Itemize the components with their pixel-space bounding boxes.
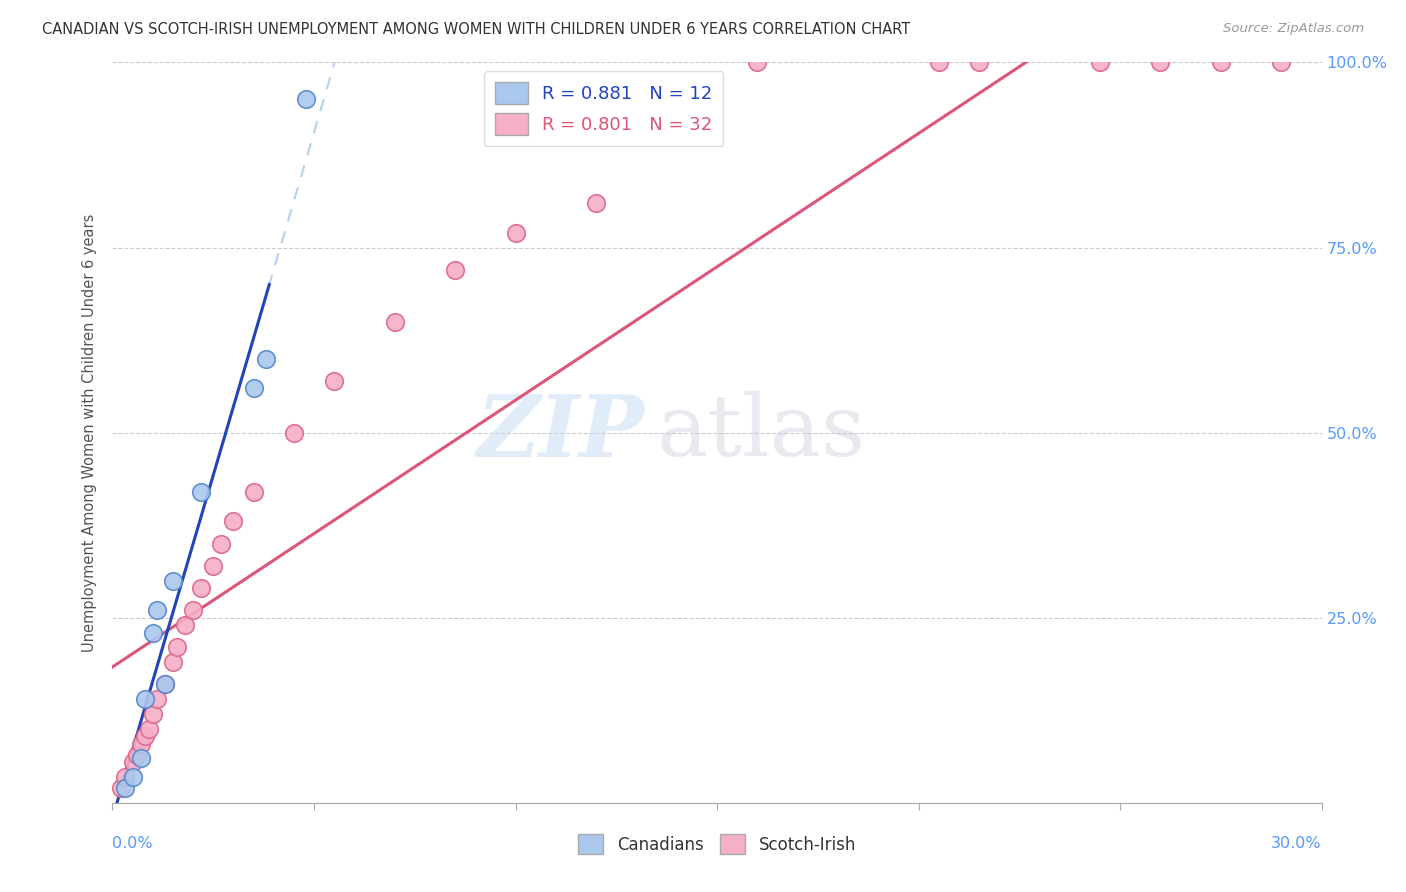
Point (146, 603, 169, 617)
Point (121, 770, 143, 784)
Point (162, 574, 184, 588)
Point (190, 484, 212, 499)
Point (162, 655, 184, 669)
Point (585, 196, 607, 211)
Text: CANADIAN VS SCOTCH-IRISH UNEMPLOYMENT AMONG WOMEN WITH CHILDREN UNDER 6 YEARS CO: CANADIAN VS SCOTCH-IRISH UNEMPLOYMENT AM… (42, 22, 911, 37)
Point (134, 692, 156, 706)
Point (254, 351, 277, 366)
Point (125, 747, 148, 762)
Point (928, 55, 950, 70)
Text: 0.0%: 0.0% (112, 836, 153, 851)
Point (142, 706, 165, 721)
Point (1209, 55, 1232, 70)
Point (121, 755, 143, 769)
Point (242, 381, 264, 395)
Text: atlas: atlas (657, 391, 866, 475)
Point (444, 262, 467, 277)
Point (283, 425, 305, 440)
Point (209, 537, 232, 551)
Point (110, 780, 132, 795)
Point (242, 484, 264, 499)
Point (114, 780, 136, 795)
Legend: Canadians, Scotch-Irish: Canadians, Scotch-Irish (572, 828, 862, 861)
Point (174, 618, 197, 632)
Point (166, 640, 188, 655)
Point (138, 722, 160, 736)
Point (505, 226, 527, 240)
Point (129, 751, 152, 765)
Point (129, 737, 152, 751)
Text: 30.0%: 30.0% (1271, 836, 1322, 851)
Point (747, 55, 769, 70)
Point (146, 692, 169, 706)
Point (1088, 55, 1111, 70)
Text: Source: ZipAtlas.com: Source: ZipAtlas.com (1223, 22, 1364, 36)
Point (153, 677, 176, 691)
Point (153, 677, 176, 691)
Point (222, 515, 245, 529)
Point (1270, 55, 1292, 70)
Point (1149, 55, 1171, 70)
Point (134, 729, 156, 743)
Point (181, 603, 204, 617)
Point (190, 581, 212, 595)
Point (967, 55, 990, 70)
Point (295, 93, 318, 107)
Point (384, 315, 406, 329)
Point (202, 558, 225, 573)
Point (142, 625, 165, 640)
Point (114, 770, 136, 784)
Point (323, 374, 346, 388)
Y-axis label: Unemployment Among Women with Children Under 6 years: Unemployment Among Women with Children U… (82, 213, 97, 652)
Text: ZIP: ZIP (477, 391, 644, 475)
